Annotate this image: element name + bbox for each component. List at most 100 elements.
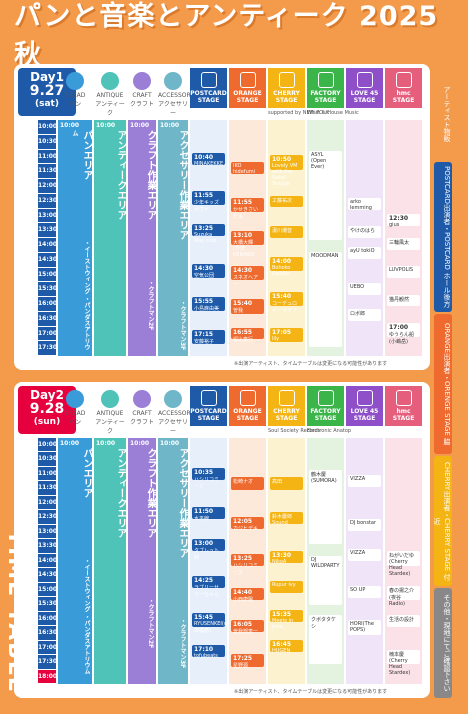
performance: 13:25 Suzuka May club	[192, 223, 225, 244]
time-label: 15:30	[38, 597, 57, 612]
performance-name: ロボ郎	[350, 310, 366, 317]
day2-note-2: Electronic Anatop	[307, 428, 352, 434]
area-name: パンエリア	[81, 130, 92, 180]
performance-name: 鶴木慶 (SUMORA)	[311, 471, 337, 484]
time-label: 13:30	[38, 223, 57, 238]
stage-column: arko lemming やけのはら ayU tokiO UEBO ロボ郎	[346, 120, 383, 356]
performance-name: ハシリコミーズ	[233, 562, 259, 576]
stage-logo-icon	[239, 72, 256, 88]
stage-column: 高田 鈴木慶郎 Sound 13:30 NikoA Rupur ivy 15:35 Meet…	[268, 438, 305, 684]
performance-time: 13:25	[233, 554, 253, 562]
performance: 工藤祐次	[270, 195, 303, 208]
time-label: 10:00	[38, 120, 57, 135]
area-column: 10:00 アクセサリー作業エリア・クラフトマン3F	[158, 438, 188, 684]
performance-name: MINAKEKKE	[194, 161, 224, 168]
performance-time: 14:40	[233, 589, 253, 597]
performance: 15:40 コーデュロイーマクア	[270, 292, 303, 314]
stage-name: FACTORY STAGE	[310, 90, 341, 104]
performance-name: ラブリーサマーちゃん	[194, 584, 220, 598]
performance-name: 松崎ナオ	[233, 479, 254, 486]
performance-name: Meets in June	[272, 618, 294, 631]
day2-footer-note: ※出演アーティスト、タイムテーブルは変更になる可能性があります	[234, 689, 388, 695]
performance-name: かせきさいだぁ	[233, 206, 259, 220]
performance-time: 16:45	[272, 640, 292, 648]
performance-name: 水平線	[194, 515, 210, 522]
performance-name: tofubeats	[194, 652, 218, 659]
performance-name: NikoA	[272, 559, 287, 566]
sidebar-label: POSTCARD出演者・POSTCARD ホール後方	[434, 162, 452, 312]
stage-column: 鶴木慶 (SUMORA) DJ WILDPARTY クボタタケシ	[307, 438, 344, 684]
performance-name: ASYL (Open Ever)	[311, 151, 327, 170]
stage-logo-icon	[239, 390, 256, 406]
stage-header: hmc STAGE	[385, 68, 422, 108]
performance: DJ bonstar	[348, 519, 381, 532]
stage-name: FACTORY STAGE	[310, 408, 341, 422]
area-column: 10:00 アクセサリー作業エリア・クラフトマン3F	[158, 120, 188, 356]
time-label: 13:00	[38, 208, 57, 224]
stage-header: POSTCARD STAGE	[190, 68, 227, 108]
area-header-ja: アンティーク	[95, 101, 125, 117]
stage-column: VIZZA DJ bonstar VIZZA SO UP HORI(The POPS)	[346, 438, 383, 684]
performance-time: 17:25	[233, 655, 253, 663]
sidebar-label: アーティスト物販	[434, 68, 452, 160]
area-sub: ・イーストウィング ・パンダスアトリウム	[83, 558, 90, 675]
performance-name: SO UP	[350, 586, 366, 593]
area-time: 10:00	[130, 122, 150, 129]
antique-icon	[101, 72, 119, 90]
time-label: 11:00	[38, 149, 57, 165]
area-header-en: BREAD	[64, 410, 86, 417]
area-header-ja: クラフト	[129, 419, 154, 426]
performance-name: やけのはら	[350, 228, 376, 235]
performance: 16:05 曽我部恵一	[231, 620, 264, 635]
performance-time: 13:10	[233, 231, 253, 239]
area-header-en: BREAD	[64, 92, 86, 99]
day2-weekday: (sun)	[33, 417, 61, 427]
sidebar-label: その他・現地にてご確認下さい	[434, 588, 452, 698]
area-name: クラフト作業エリア	[145, 130, 156, 220]
area-header-en: CRAFT	[132, 410, 152, 417]
area-header-ja: クラフト	[129, 101, 154, 108]
performance: 17:25 星野源	[231, 654, 264, 669]
performance: IKO hidefumi	[231, 162, 264, 175]
area-header-ja: アクセサリー	[158, 101, 188, 117]
area-header-en: ANTIQUE	[96, 92, 124, 99]
performance: 湯川潮音	[270, 226, 303, 238]
stage-name: POSTCARD STAGE	[190, 90, 227, 104]
performance: 15:35 Meets in June	[270, 610, 303, 630]
area-header: ANTIQUE アンティーク	[94, 386, 126, 435]
performance-name: クボタタケシ	[311, 617, 337, 631]
performance-name: UEBO	[350, 283, 365, 290]
performance: 14:30 スネオヘアー	[231, 266, 264, 288]
performance-name: ねがいだゆ(Cherry Head Stardex)	[389, 553, 415, 578]
performance: DJ WILDPARTY	[309, 556, 342, 606]
performance: 松崎ナオ	[231, 477, 264, 490]
area-header: ACCESSORIES アクセサリー	[158, 386, 200, 435]
stage-header: LOVE 45 STAGE	[346, 386, 383, 426]
day2-time-column: 10:00 10:30 11:00 11:30 12:00 12:30 13:00 13:30…	[38, 438, 57, 684]
performance: 17:00 ゆうらん船(小嶋岳)	[387, 322, 420, 345]
performance: 鶴木慶 (SUMORA)	[309, 469, 342, 544]
stage-column: IKO hidefumi 11:55 かせきさいだぁ 13:10 大橋大輝(THE KE…	[229, 120, 266, 356]
performance-time: 14:30	[233, 267, 253, 275]
performance-name: HUGEN	[272, 647, 291, 654]
stage-logo-icon	[356, 72, 373, 88]
performance-time: 11:55	[233, 198, 253, 206]
area-name: クラフト作業エリア	[145, 448, 156, 538]
performance-name: 大橋大輝(THE KEBABS)	[233, 239, 255, 258]
area-sub: ・クラフトマン3F	[179, 300, 186, 351]
stage-logo-icon	[395, 72, 412, 88]
time-label: 10:30	[38, 134, 57, 150]
stage-column: ASYL (Open Ever) MOODMAN	[307, 120, 344, 356]
performance-time: 12:05	[233, 517, 253, 525]
performance-time: 11:50	[194, 507, 214, 515]
area-column: 10:00 パンエリア・イーストウィング ・パンダスアトリウム	[58, 438, 92, 684]
performance: MOODMAN	[309, 252, 342, 347]
performance-time: 13:30	[272, 552, 292, 560]
performance-name: MOODMAN	[311, 253, 339, 260]
area-header-ja: アンティーク	[95, 419, 125, 435]
time-label: 11:30	[38, 481, 57, 496]
stage-column: 12:30 gius 三輪風太 LUVPOLIS 猫丹観然 17:00 ゆうらん船(小嶋岳)	[385, 120, 422, 356]
day1-note-2: What is House Music	[307, 110, 359, 116]
performance: 12:30 gius	[387, 214, 420, 228]
performance: 11:55 少年キッズボウイ	[192, 190, 225, 213]
